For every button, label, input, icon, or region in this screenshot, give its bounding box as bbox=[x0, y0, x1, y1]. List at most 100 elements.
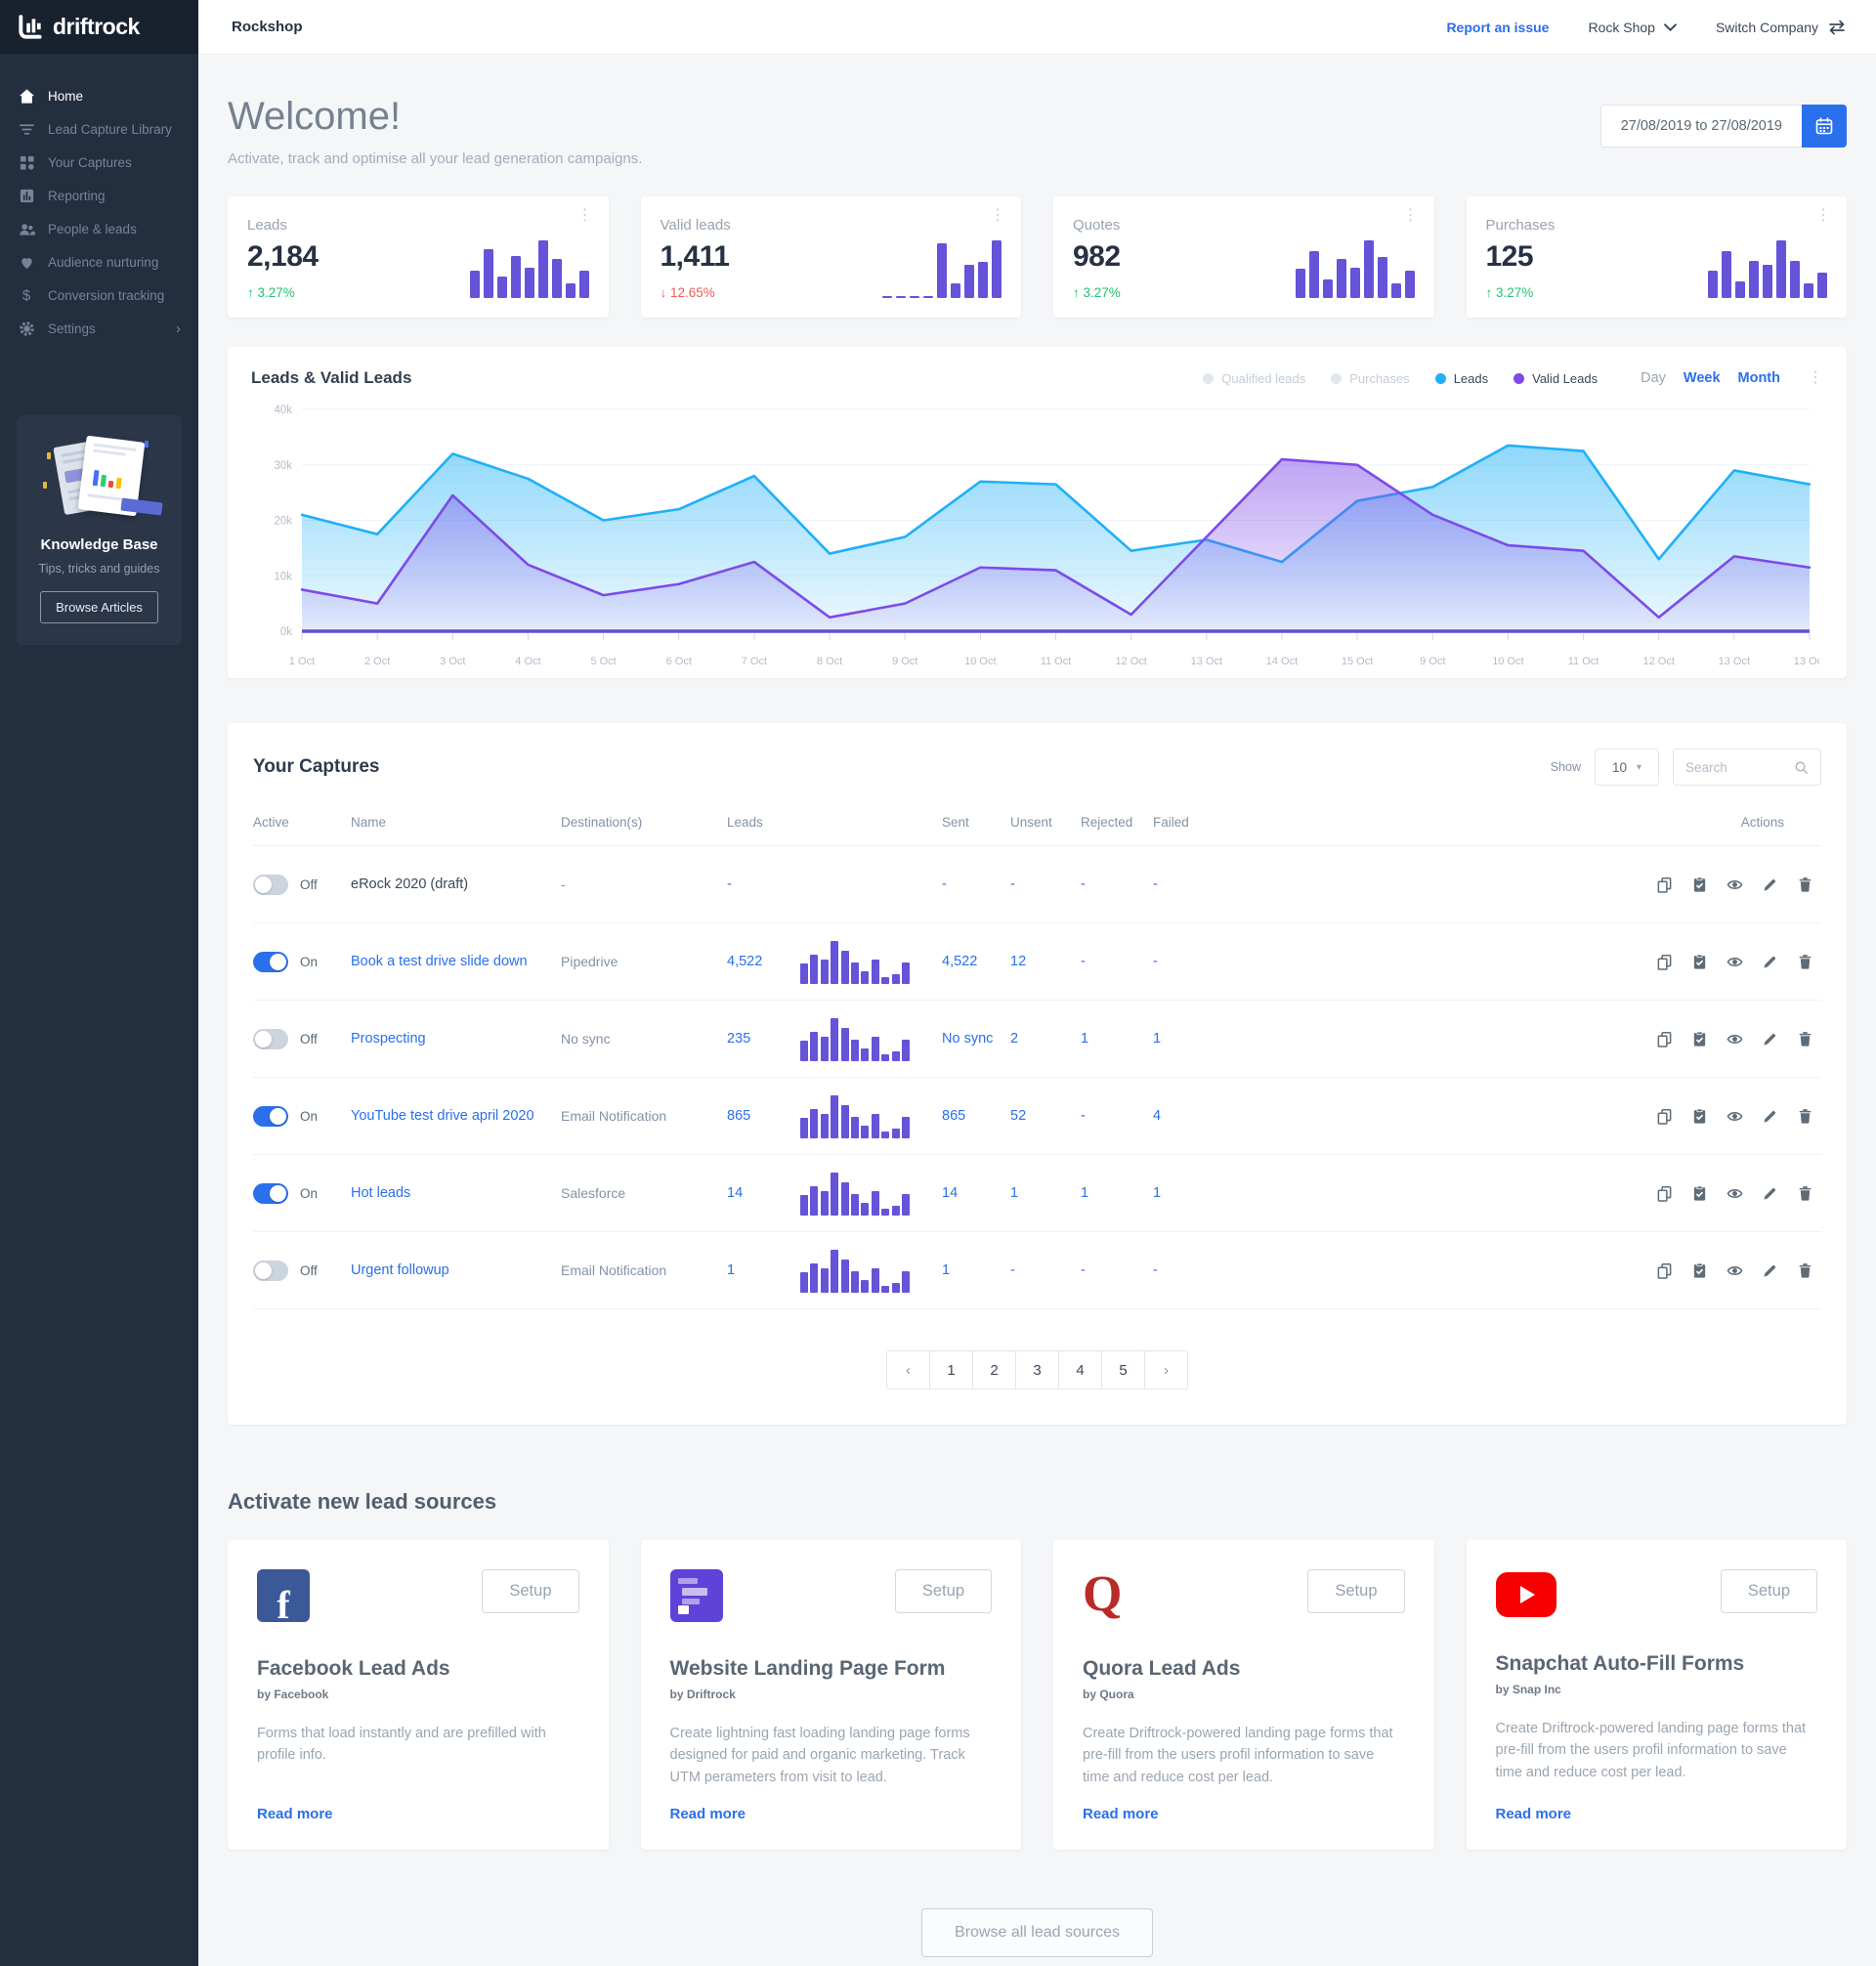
edit-pencil-icon[interactable] bbox=[1762, 876, 1778, 893]
date-range-value[interactable]: 27/08/2019 to 27/08/2019 bbox=[1599, 105, 1802, 148]
active-toggle[interactable] bbox=[253, 874, 288, 895]
edit-pencil-icon[interactable] bbox=[1762, 1031, 1778, 1047]
setup-button[interactable]: Setup bbox=[482, 1569, 579, 1613]
source-description: Create Driftrock-powered landing page fo… bbox=[1495, 1721, 1807, 1780]
edit-pencil-icon[interactable] bbox=[1762, 1262, 1778, 1279]
pagination-prev[interactable]: ‹ bbox=[886, 1350, 930, 1389]
pagination-page-5[interactable]: 5 bbox=[1101, 1350, 1145, 1389]
duplicate-icon[interactable] bbox=[1656, 1262, 1673, 1279]
browse-all-lead-sources-button[interactable]: Browse all lead sources bbox=[921, 1908, 1153, 1958]
preview-eye-icon[interactable] bbox=[1727, 1108, 1743, 1125]
duplicate-icon[interactable] bbox=[1656, 1185, 1673, 1202]
svg-text:7 Oct: 7 Oct bbox=[742, 656, 767, 667]
swap-arrows-icon bbox=[1829, 20, 1845, 34]
delete-trash-icon[interactable] bbox=[1797, 1185, 1813, 1202]
preview-eye-icon[interactable] bbox=[1727, 954, 1743, 970]
kebab-menu-icon[interactable]: ⋮ bbox=[576, 207, 593, 224]
switch-company-button[interactable]: Switch Company bbox=[1716, 20, 1847, 35]
source-title: Website Landing Page Form bbox=[669, 1657, 946, 1680]
clipboard-check-icon[interactable] bbox=[1691, 876, 1708, 893]
edit-pencil-icon[interactable] bbox=[1762, 1108, 1778, 1125]
active-toggle[interactable] bbox=[253, 1260, 288, 1281]
kebab-menu-icon[interactable]: ⋮ bbox=[990, 207, 1005, 224]
delete-trash-icon[interactable] bbox=[1797, 876, 1813, 893]
pagination-page-3[interactable]: 3 bbox=[1015, 1350, 1059, 1389]
legend-leads[interactable]: Leads bbox=[1434, 371, 1488, 386]
duplicate-icon[interactable] bbox=[1656, 876, 1673, 893]
sidebar-item-audience-nurturing[interactable]: Audience nurturing bbox=[0, 245, 198, 278]
setup-button[interactable]: Setup bbox=[894, 1569, 992, 1613]
range-day[interactable]: Day bbox=[1641, 370, 1666, 386]
duplicate-icon[interactable] bbox=[1656, 1108, 1673, 1125]
svg-text:9 Oct: 9 Oct bbox=[1420, 656, 1445, 667]
preview-eye-icon[interactable] bbox=[1727, 876, 1743, 893]
sidebar-item-home[interactable]: Home bbox=[0, 79, 198, 112]
capture-name-link[interactable]: YouTube test drive april 2020 bbox=[351, 1108, 534, 1124]
source-card-quora: Q Setup Quora Lead Ads by Quora Create D… bbox=[1053, 1540, 1434, 1851]
read-more-link[interactable]: Read more bbox=[669, 1806, 746, 1823]
active-toggle[interactable] bbox=[253, 1028, 288, 1049]
svg-text:4 Oct: 4 Oct bbox=[515, 656, 540, 667]
svg-text:30k: 30k bbox=[274, 460, 292, 472]
calendar-button[interactable] bbox=[1802, 105, 1847, 148]
capture-name-link[interactable]: Hot leads bbox=[351, 1185, 411, 1201]
range-month[interactable]: Month bbox=[1737, 370, 1780, 386]
duplicate-icon[interactable] bbox=[1656, 1031, 1673, 1047]
active-toggle[interactable] bbox=[253, 1182, 288, 1204]
leads-cell: 4,522 bbox=[727, 954, 763, 969]
range-week[interactable]: Week bbox=[1683, 370, 1721, 386]
delete-trash-icon[interactable] bbox=[1797, 954, 1813, 970]
active-toggle[interactable] bbox=[253, 951, 288, 972]
sidebar-item-people-leads[interactable]: People & leads bbox=[0, 212, 198, 245]
kebab-menu-icon[interactable]: ⋮ bbox=[1808, 369, 1823, 386]
clipboard-check-icon[interactable] bbox=[1691, 1031, 1708, 1047]
edit-pencil-icon[interactable] bbox=[1762, 954, 1778, 970]
setup-button[interactable]: Setup bbox=[1720, 1569, 1817, 1613]
sidebar-item-your-captures[interactable]: Your Captures bbox=[0, 146, 198, 179]
stat-value: 2,184 bbox=[247, 240, 319, 273]
delete-trash-icon[interactable] bbox=[1797, 1031, 1813, 1047]
report-issue-link[interactable]: Report an issue bbox=[1446, 19, 1550, 35]
search-input[interactable]: Search bbox=[1673, 748, 1821, 786]
legend-qualified-leads[interactable]: Qualified leads bbox=[1203, 371, 1305, 386]
clipboard-check-icon[interactable] bbox=[1691, 954, 1708, 970]
preview-eye-icon[interactable] bbox=[1727, 1185, 1743, 1202]
svg-text:10 Oct: 10 Oct bbox=[964, 656, 996, 667]
read-more-link[interactable]: Read more bbox=[1495, 1806, 1572, 1823]
page-size-select[interactable]: 10 ▾ bbox=[1595, 748, 1659, 786]
pagination-page-2[interactable]: 2 bbox=[972, 1350, 1016, 1389]
sidebar-item-reporting[interactable]: Reporting bbox=[0, 179, 198, 212]
read-more-link[interactable]: Read more bbox=[257, 1806, 333, 1823]
duplicate-icon[interactable] bbox=[1656, 954, 1673, 970]
pagination-page-1[interactable]: 1 bbox=[929, 1350, 973, 1389]
account-dropdown[interactable]: Rock Shop bbox=[1588, 20, 1677, 35]
sidebar-item-conversion-tracking[interactable]: $ Conversion tracking bbox=[0, 278, 198, 312]
capture-name-link[interactable]: Prospecting bbox=[351, 1031, 426, 1047]
sidebar-item-lead-capture-library[interactable]: Lead Capture Library bbox=[0, 112, 198, 146]
sidebar-item-settings[interactable]: Settings › bbox=[0, 312, 198, 345]
brand-logo[interactable]: driftrock bbox=[0, 0, 198, 54]
setup-button[interactable]: Setup bbox=[1307, 1569, 1405, 1613]
capture-name-link[interactable]: Book a test drive slide down bbox=[351, 954, 528, 969]
capture-name-link[interactable]: eRock 2020 (draft) bbox=[351, 876, 469, 892]
legend-purchases[interactable]: Purchases bbox=[1331, 371, 1410, 386]
preview-eye-icon[interactable] bbox=[1727, 1031, 1743, 1047]
edit-pencil-icon[interactable] bbox=[1762, 1185, 1778, 1202]
kebab-menu-icon[interactable]: ⋮ bbox=[1402, 207, 1419, 224]
capture-name-link[interactable]: Urgent followup bbox=[351, 1262, 449, 1278]
legend-valid-leads[interactable]: Valid Leads bbox=[1514, 371, 1598, 386]
clipboard-check-icon[interactable] bbox=[1691, 1108, 1708, 1125]
browse-articles-button[interactable]: Browse Articles bbox=[40, 591, 158, 623]
delete-trash-icon[interactable] bbox=[1797, 1262, 1813, 1279]
clipboard-check-icon[interactable] bbox=[1691, 1262, 1708, 1279]
destination-cell: No sync bbox=[561, 1031, 611, 1047]
active-toggle[interactable] bbox=[253, 1105, 288, 1127]
read-more-link[interactable]: Read more bbox=[1083, 1806, 1159, 1823]
pagination-next[interactable]: › bbox=[1144, 1350, 1188, 1389]
pagination-page-4[interactable]: 4 bbox=[1058, 1350, 1102, 1389]
clipboard-check-icon[interactable] bbox=[1691, 1185, 1708, 1202]
leads-valid-leads-area-chart: 0k 10k 20k 30k 40k 1 Oct 2 Oct 3 Oct 4 Oct 5 Oct 6… bbox=[274, 405, 1819, 667]
preview-eye-icon[interactable] bbox=[1727, 1262, 1743, 1279]
delete-trash-icon[interactable] bbox=[1797, 1108, 1813, 1125]
kebab-menu-icon[interactable]: ⋮ bbox=[1815, 207, 1831, 224]
